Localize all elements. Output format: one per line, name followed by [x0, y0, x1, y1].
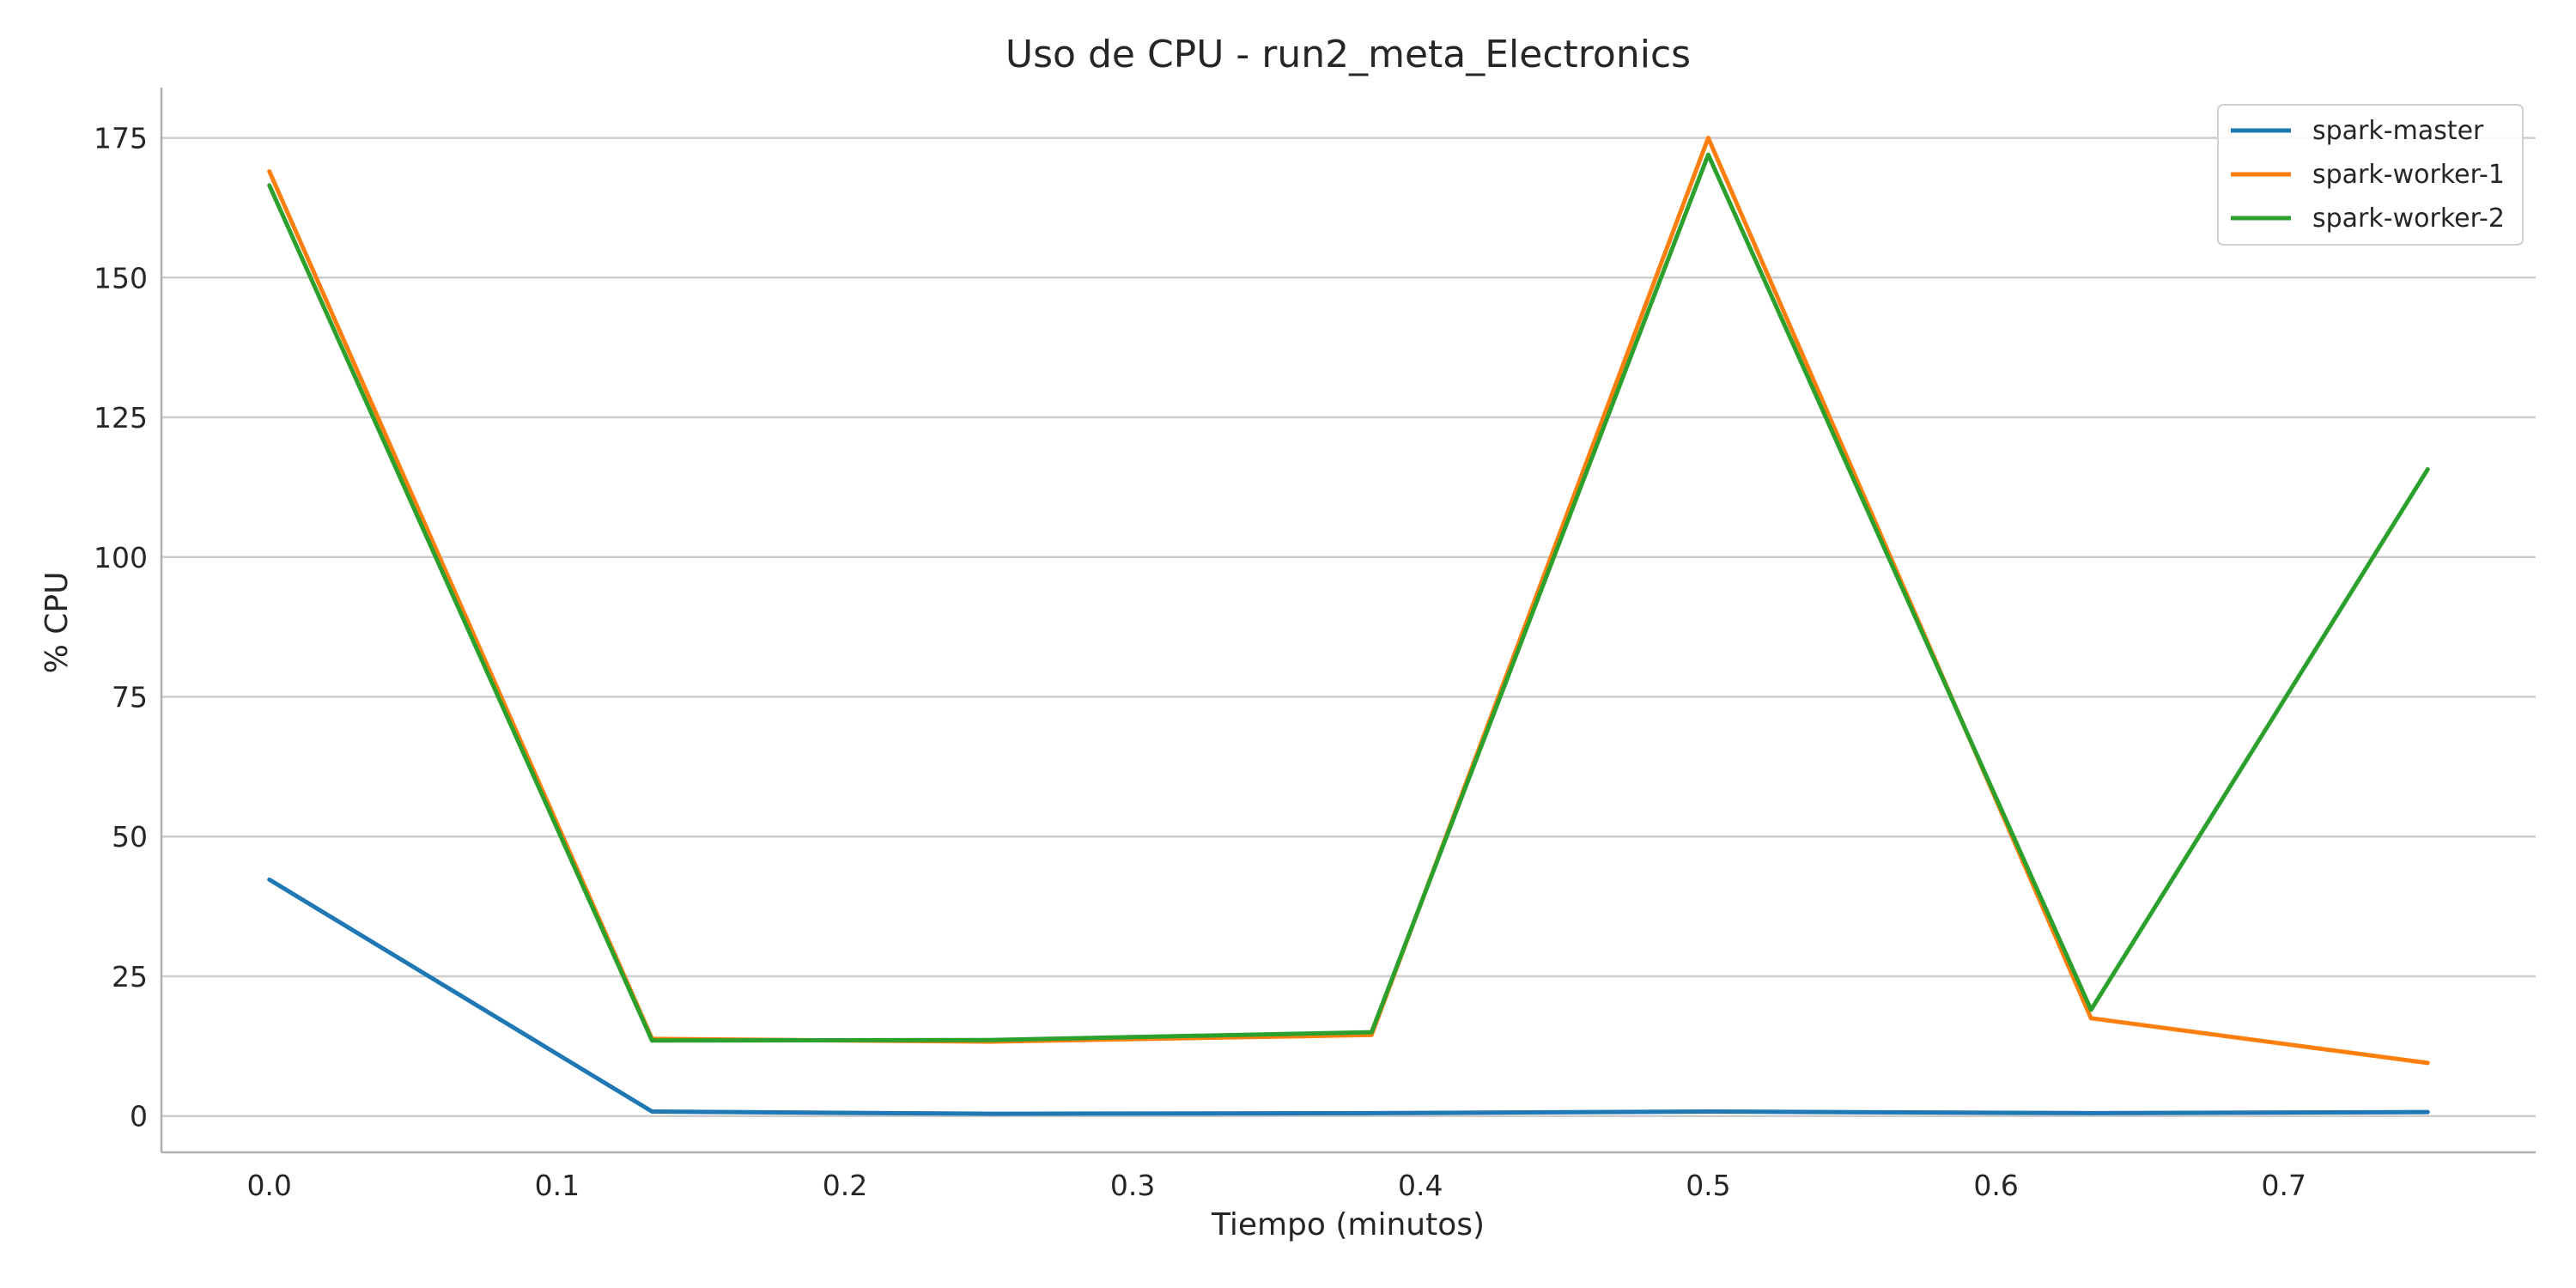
legend-box	[2217, 104, 2524, 246]
series-line-spark-worker-2	[267, 152, 2430, 1043]
x-tick-label: 0.6	[1973, 1169, 2018, 1202]
x-tick-label: 0.3	[1110, 1169, 1155, 1202]
x-tick-label: 0.7	[2262, 1169, 2306, 1202]
legend-label: spark-master	[2312, 116, 2484, 146]
y-tick-label: 50	[112, 820, 148, 854]
chart-title: Uso de CPU - run2_meta_Electronics	[1005, 33, 1691, 76]
x-axis-label: Tiempo (minutos)	[1211, 1207, 1485, 1242]
series-layer	[267, 136, 2430, 1116]
series-line-spark-master	[267, 877, 2430, 1116]
legend-label: spark-worker-1	[2312, 160, 2505, 190]
y-tick-label: 150	[94, 261, 148, 295]
y-tick-label: 100	[94, 541, 148, 574]
y-axis-label: % CPU	[39, 572, 75, 674]
legend: spark-master spark-worker-1 spark-worker-2	[2217, 104, 2524, 246]
x-tick-label: 0.1	[535, 1169, 580, 1202]
x-tick-label: 0.0	[246, 1169, 291, 1202]
y-tick-labels: 0 25 50 75 100 125 150 175	[94, 122, 148, 1133]
y-tick-label: 25	[112, 960, 148, 993]
y-tick-label: 0	[130, 1100, 148, 1133]
x-tick-label: 0.4	[1398, 1169, 1443, 1202]
y-tick-label: 75	[112, 681, 148, 714]
y-tick-label: 175	[94, 122, 148, 155]
y-tick-label: 125	[94, 401, 148, 434]
x-tick-label: 0.5	[1686, 1169, 1730, 1202]
x-tick-labels: 0.0 0.1 0.2 0.3 0.4 0.5 0.6 0.7	[246, 1169, 2306, 1202]
grid-layer	[161, 137, 2536, 1117]
x-tick-label: 0.2	[823, 1169, 867, 1202]
legend-label: spark-worker-2	[2312, 204, 2505, 234]
axes-layer	[160, 88, 2536, 1154]
